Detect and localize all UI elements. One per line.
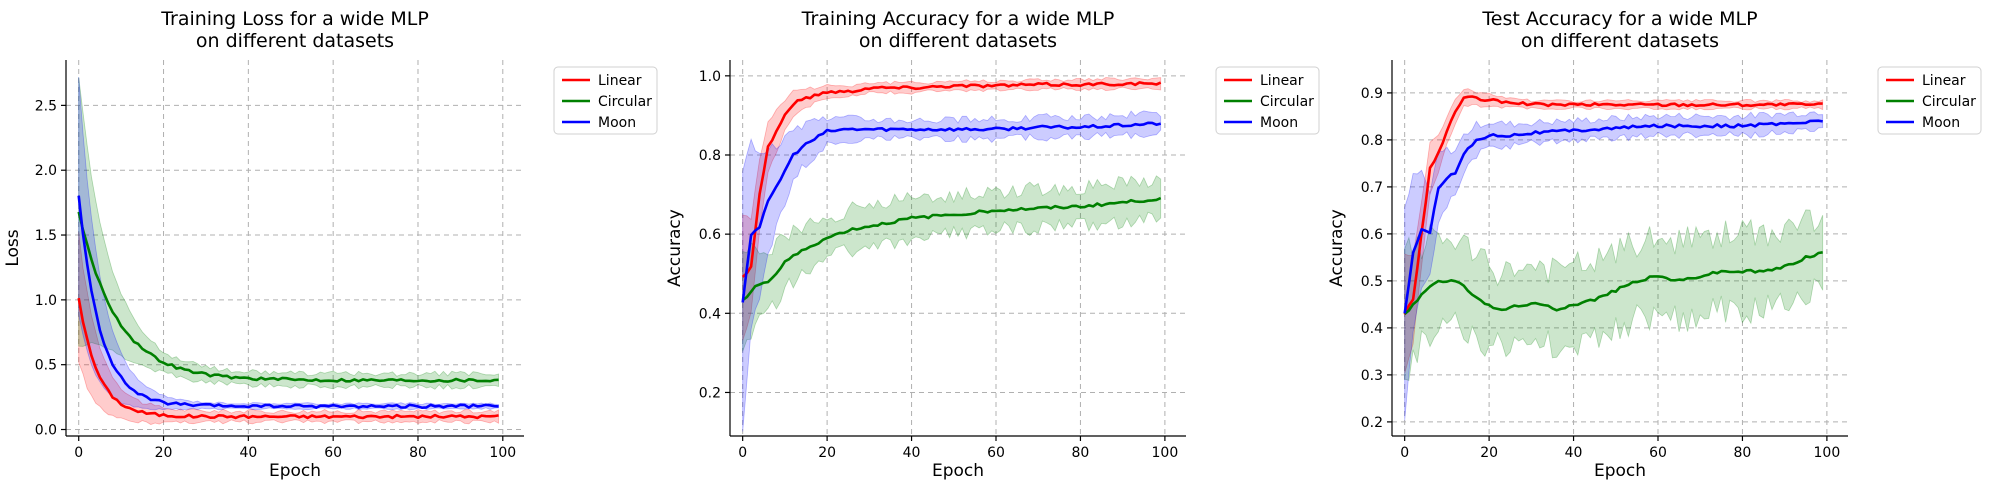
band-circular	[78, 77, 499, 390]
x-tick-label: 20	[1480, 445, 1498, 461]
legend-box	[1215, 66, 1320, 135]
x-tick-label: 80	[409, 445, 427, 461]
x-tick-label: 0	[74, 445, 83, 461]
y-tick-label: 1.0	[699, 69, 721, 85]
legend-box	[1877, 66, 1982, 135]
series-line-linear	[741, 81, 1162, 278]
legend-label-circular: Circular	[1922, 94, 1976, 110]
legend: Linear Circular Moon	[1877, 66, 1982, 135]
x-axis-label: Epoch	[1594, 461, 1646, 481]
x-tick-label: 0	[1400, 445, 1409, 461]
band-moon	[1404, 111, 1824, 421]
chart-title: on different datasets	[1521, 30, 1719, 52]
band-circular	[742, 175, 1162, 352]
y-tick-label: 0.2	[1361, 415, 1383, 431]
chart-title: Training Accuracy for a wide MLP	[801, 8, 1115, 30]
x-tick-label: 60	[324, 445, 342, 461]
x-tick-label: 60	[987, 445, 1005, 461]
series-line-linear	[1403, 95, 1823, 316]
x-tick-label: 20	[155, 445, 173, 461]
series-line-circular	[77, 211, 499, 383]
y-tick-label: 0.7	[1361, 180, 1383, 196]
x-tick-label: 40	[903, 445, 921, 461]
series-line-circular	[1403, 251, 1823, 315]
y-axis-label: Accuracy	[1327, 209, 1347, 287]
x-tick-label: 60	[1649, 445, 1667, 461]
y-tick-label: 0.8	[699, 148, 721, 164]
x-axis-label: Epoch	[932, 461, 984, 481]
chart-title: on different datasets	[196, 30, 394, 52]
y-axis-label: Accuracy	[665, 209, 685, 287]
y-tick-label: 0.9	[1361, 86, 1383, 102]
x-tick-label: 100	[1814, 445, 1841, 461]
y-tick-label: 0.0	[35, 423, 57, 439]
series-line-linear	[77, 297, 499, 420]
y-tick-label: 0.2	[699, 385, 721, 401]
y-tick-label: 1.0	[35, 293, 57, 309]
legend-label-linear: Linear	[1922, 73, 1966, 89]
y-tick-label: 0.8	[1361, 133, 1383, 149]
band-moon	[742, 110, 1162, 432]
legend-label-moon: Moon	[1922, 115, 1960, 131]
legend-label-moon: Moon	[1260, 115, 1298, 131]
chart-title: Test Accuracy for a wide MLP	[1481, 8, 1757, 30]
x-axis-label: Epoch	[269, 461, 321, 481]
y-tick-label: 0.4	[1361, 321, 1383, 337]
chart-title: on different datasets	[859, 30, 1057, 52]
x-tick-label: 40	[239, 445, 257, 461]
y-tick-label: 0.5	[35, 358, 57, 374]
legend-label-circular: Circular	[1260, 94, 1314, 110]
y-tick-label: 0.5	[1361, 274, 1383, 290]
y-tick-label: 0.6	[699, 227, 721, 243]
y-tick-label: 2.5	[35, 98, 57, 114]
legend-label-linear: Linear	[598, 73, 642, 89]
y-axis-label: Loss	[3, 229, 23, 266]
band-linear	[742, 77, 1162, 341]
series-line-moon	[741, 121, 1162, 303]
y-tick-label: 0.3	[1361, 368, 1383, 384]
legend-label-linear: Linear	[1260, 73, 1304, 89]
y-tick-label: 1.5	[35, 228, 57, 244]
y-tick-label: 0.6	[1361, 227, 1383, 243]
chart-panel-0: 0 20 40 60 80 100 0.0 0.5 1.0 1.5 2.0 2.5 Training L…	[3, 8, 658, 481]
band-circular	[1404, 209, 1824, 382]
chart-panel-2: 0 20 40 60 80 100 0.2 0.3 0.4 0.5 0.6 0.7 0.8 0.9 Test…	[1327, 8, 1982, 481]
x-tick-label: 80	[1734, 445, 1752, 461]
x-tick-label: 40	[1565, 445, 1583, 461]
chart-panel-1: 0 20 40 60 80 100 0.2 0.4 0.6 0.8 1.0 Training Accu…	[665, 8, 1320, 481]
legend: Linear Circular Moon	[553, 66, 658, 135]
series-line-moon	[1403, 119, 1823, 314]
band-linear	[1404, 88, 1824, 374]
y-tick-label: 0.4	[699, 306, 721, 322]
legend: Linear Circular Moon	[1215, 66, 1320, 135]
x-tick-label: 80	[1072, 445, 1090, 461]
x-tick-label: 100	[1152, 445, 1179, 461]
y-tick-label: 2.0	[35, 163, 57, 179]
series-line-moon	[77, 195, 499, 410]
series-line-circular	[741, 196, 1162, 302]
chart-title: Training Loss for a wide MLP	[160, 8, 429, 30]
legend-label-moon: Moon	[598, 115, 636, 131]
x-tick-label: 20	[818, 445, 836, 461]
legend-box	[553, 66, 658, 135]
x-tick-label: 0	[738, 445, 747, 461]
legend-label-circular: Circular	[598, 94, 652, 110]
x-tick-label: 100	[489, 445, 516, 461]
